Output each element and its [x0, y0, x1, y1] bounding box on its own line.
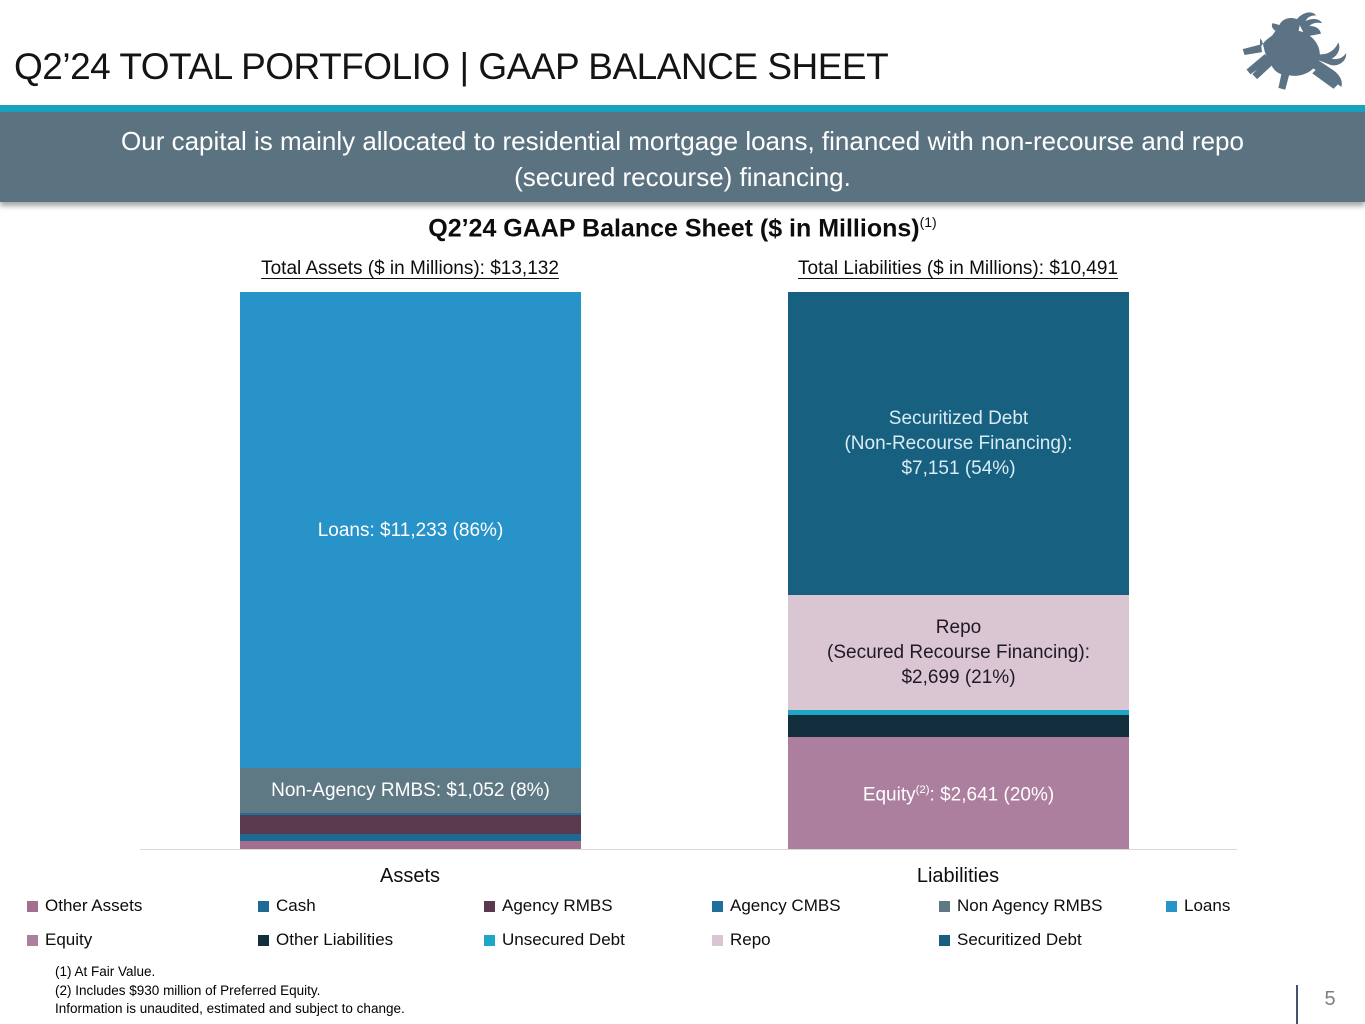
liabilities-bar: Securitized Debt (Non-Recourse Financing…	[788, 292, 1129, 849]
footnote-1: (1) At Fair Value.	[55, 964, 156, 979]
legend-swatch-icon	[484, 901, 495, 912]
segment-label-repo: Repo (Secured Recourse Financing): $2,69…	[827, 615, 1090, 690]
legend-item-other-liabilities: Other Liabilities	[258, 930, 393, 950]
legend-item-non-agency-rmbs: Non Agency RMBS	[939, 896, 1103, 916]
legend-label: Securitized Debt	[957, 930, 1082, 949]
legend-swatch-icon	[712, 935, 723, 946]
x-axis-line	[140, 849, 1237, 850]
segment-securitized-debt: Securitized Debt (Non-Recourse Financing…	[788, 292, 1129, 596]
segment-cash	[240, 834, 581, 842]
legend-swatch-icon	[258, 935, 269, 946]
legend-label: Other Liabilities	[276, 930, 394, 949]
equity-label-value: : $2,641 (20%)	[929, 784, 1055, 806]
segment-repo: Repo (Secured Recourse Financing): $2,69…	[788, 595, 1129, 710]
legend-label: Cash	[276, 896, 316, 915]
legend-item-equity: Equity	[27, 930, 92, 950]
legend-label: Repo	[730, 930, 771, 949]
legend-label: Loans	[1184, 896, 1231, 915]
accent-divider	[0, 105, 1365, 112]
summary-banner: Our capital is mainly allocated to resid…	[0, 112, 1365, 202]
legend-item-other-assets: Other Assets	[27, 896, 142, 916]
repo-label-line2: (Secured Recourse Financing):	[827, 642, 1090, 664]
legend-item-unsecured-debt: Unsecured Debt	[484, 930, 625, 950]
legend-swatch-icon	[258, 901, 269, 912]
chart-title-footnote-marker: (1)	[919, 214, 937, 230]
lion-logo-icon	[1242, 12, 1347, 90]
segment-other-assets	[240, 841, 581, 849]
footnotes: (1) At Fair Value. (2) Includes $930 mil…	[55, 963, 405, 1019]
segment-label-loans: Loans: $11,233 (86%)	[317, 519, 504, 541]
legend-label: Agency CMBS	[730, 896, 841, 915]
segment-loans: Loans: $11,233 (86%)	[240, 292, 581, 769]
legend-row-1: Other Assets Cash Agency RMBS Agency CMBS No…	[0, 896, 1365, 918]
segment-label-non-agency-rmbs: Non-Agency RMBS: $1,052 (8%)	[271, 780, 550, 802]
segment-unsecured-debt	[788, 709, 1129, 715]
legend-label: Equity	[45, 930, 93, 949]
equity-footnote-marker: (2)	[915, 784, 930, 797]
securitized-label-line1: Securitized Debt	[888, 408, 1029, 430]
legend-swatch-icon	[27, 901, 38, 912]
footnote-disclaimer: Information is unaudited, estimated and …	[55, 1001, 405, 1016]
segment-label-equity: Equity(2): $2,641 (20%)	[863, 778, 1054, 807]
legend-item-cash: Cash	[258, 896, 316, 916]
footnote-2: (2) Includes $930 million of Preferred E…	[55, 982, 321, 998]
equity-label-name: Equity	[862, 784, 916, 806]
repo-label-line1: Repo	[935, 617, 982, 639]
category-label-assets: Assets	[379, 865, 441, 887]
segment-other-liabilities	[788, 714, 1129, 737]
legend-item-securitized-debt: Securitized Debt	[939, 930, 1082, 950]
total-assets-header: Total Assets ($ in Millions): $13,132	[261, 258, 559, 279]
legend-label: Non Agency RMBS	[957, 896, 1103, 915]
legend-item-loans: Loans	[1166, 896, 1230, 916]
legend-swatch-icon	[712, 901, 723, 912]
segment-agency-cmbs	[240, 813, 581, 816]
chart-title: Q2’24 GAAP Balance Sheet ($ in Millions)…	[0, 214, 1365, 243]
legend-item-agency-cmbs: Agency CMBS	[712, 896, 841, 916]
segment-label-securitized-debt: Securitized Debt (Non-Recourse Financing…	[844, 406, 1072, 481]
legend-label: Unsecured Debt	[502, 930, 625, 949]
segment-equity: Equity(2): $2,641 (20%)	[788, 736, 1129, 849]
legend-label: Agency RMBS	[502, 896, 613, 915]
repo-label-line3: $2,699 (21%)	[901, 667, 1016, 689]
legend-swatch-icon	[484, 935, 495, 946]
legend-swatch-icon	[939, 935, 950, 946]
segment-agency-rmbs	[240, 815, 581, 835]
segment-non-agency-rmbs: Non-Agency RMBS: $1,052 (8%)	[240, 768, 581, 814]
legend-label: Other Assets	[45, 896, 143, 915]
page-number-divider	[1296, 985, 1298, 1024]
banner-text-line2: (secured recourse) financing.	[514, 162, 851, 192]
slide-title: Q2’24 TOTAL PORTFOLIO | GAAP BALANCE SHE…	[14, 46, 889, 87]
chart-title-text: Q2’24 GAAP Balance Sheet ($ in Millions)	[428, 214, 920, 243]
securitized-label-line2: (Non-Recourse Financing):	[844, 433, 1073, 455]
securitized-label-line3: $7,151 (54%)	[901, 458, 1016, 480]
total-liabilities-header: Total Liabilities ($ in Millions): $10,4…	[798, 258, 1118, 279]
legend-row-2: Equity Other Liabilities Unsecured Debt Rep…	[0, 930, 1365, 952]
legend-swatch-icon	[27, 935, 38, 946]
banner-text-line1: Our capital is mainly allocated to resid…	[121, 126, 1244, 156]
legend-swatch-icon	[1166, 901, 1177, 912]
legend-item-agency-rmbs: Agency RMBS	[484, 896, 613, 916]
category-label-liabilities: Liabilities	[916, 865, 1000, 887]
legend-swatch-icon	[939, 901, 950, 912]
page-number: 5	[1324, 988, 1336, 1010]
legend-item-repo: Repo	[712, 930, 771, 950]
assets-bar: Loans: $11,233 (86%) Non-Agency RMBS: $1…	[240, 292, 581, 849]
